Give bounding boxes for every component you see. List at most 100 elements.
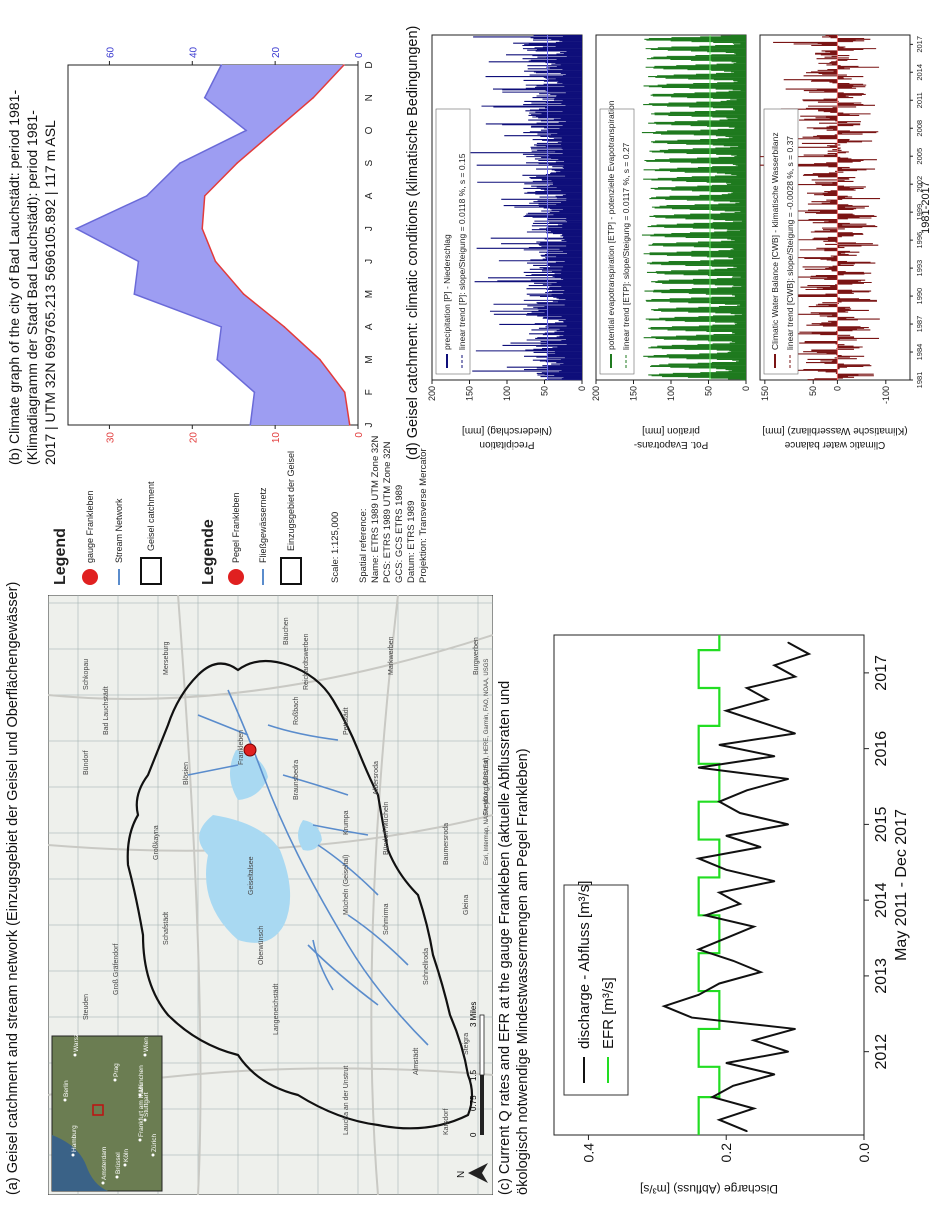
precipitation-point — [145, 195, 148, 197]
precipitation-point — [216, 358, 218, 361]
temperature-point — [214, 260, 217, 263]
month-label: M — [364, 355, 375, 363]
x-tick-label: 2005 — [915, 148, 924, 165]
y-axis-label: Discharge (Abfluss) [m³/s] — [640, 1182, 778, 1196]
inset-place-label: Hamburg — [71, 1125, 78, 1152]
discharge-legend — [563, 884, 629, 1096]
discharge-point — [718, 744, 721, 746]
caption-b-3: 2017 | UTM 32N 699765.213 5696105.892 | … — [42, 120, 58, 465]
discharge-point — [752, 1039, 755, 1042]
discharge-point — [787, 1050, 790, 1053]
x-tick-label: 2015 — [873, 806, 890, 842]
y-axis-label: Precipitation — [479, 439, 534, 450]
discharge-point — [697, 766, 700, 769]
legend-gauge-de-label: Pegel Frankleben — [231, 492, 241, 563]
discharge-point — [732, 959, 734, 962]
catchment-map: Hamburg Berlin Amsterdam Köln Frankfurt am M… — [48, 595, 493, 1195]
place-label: Laucha an der Unstrut — [343, 1066, 350, 1135]
place-label: Reichardtswerben — [303, 633, 310, 690]
place-label: Karsdorf — [443, 1108, 450, 1135]
discharge-point — [759, 846, 762, 848]
y-tick-label: 0.4 — [580, 1143, 596, 1163]
y-tick-label: 100 — [666, 386, 676, 401]
place-label: Geiseltalsee — [248, 856, 255, 895]
x-axis-label: 1981-2017 — [920, 181, 932, 234]
temperature-point — [348, 424, 351, 426]
discharge-point — [697, 948, 700, 951]
place-label: Bündorf-Mücheln — [383, 802, 390, 855]
lake-small — [298, 820, 322, 851]
y-tick-label: 0.2 — [718, 1143, 734, 1163]
y-tick-label: 150 — [760, 386, 770, 401]
discharge-point — [752, 1107, 755, 1110]
temperature-point — [343, 64, 345, 66]
map-grid — [48, 595, 493, 1195]
y-tick-label: 200 — [427, 386, 437, 401]
month-label: N — [364, 94, 375, 101]
place-label: Oberwünsch — [258, 926, 265, 965]
left-tick-label: 0 — [354, 432, 365, 438]
precipitation-point — [133, 293, 136, 295]
y-tick-label: 50 — [808, 386, 818, 396]
x-tick-label: 1981 — [915, 372, 924, 389]
subplot-legend — [435, 108, 471, 375]
discharge-point — [746, 789, 748, 792]
legend-series-label: precipitation [P] - Niederschlag — [442, 234, 452, 350]
y-axis-label: piration [mm] — [642, 425, 700, 436]
place-label: Albersroda — [373, 761, 380, 795]
y-tick-label: -100 — [881, 386, 891, 404]
legend-discharge-label: discharge - Abfluss [m³/s] — [576, 881, 593, 1049]
place-label: Baumersroda — [443, 823, 450, 865]
scalebar-0: 0 — [469, 1132, 478, 1137]
legend-catchment-en: Geisel catchment — [140, 481, 162, 585]
month-label: J — [364, 423, 375, 428]
discharge-point — [794, 675, 796, 678]
discharge-point — [746, 1130, 748, 1133]
catchment-boundary — [126, 659, 474, 1130]
precipitation-point — [220, 64, 223, 66]
caption-b-2: (Klimadiagramm der Stadt Bad Lauchstädt)… — [24, 110, 40, 465]
legend-efr-label: EFR [m³/s] — [600, 977, 617, 1049]
y-tick-label: 50 — [540, 386, 550, 396]
discharge-chart: 0.0 0.2 0.4 2012 2013 2014 2015 2016 2017 May 201… — [553, 634, 910, 1196]
discharge-point — [787, 823, 790, 826]
place-label: Roßbach — [293, 696, 300, 725]
place-label: Schnellroda — [423, 948, 430, 985]
month-label: M — [364, 290, 375, 298]
y-tick-label: 0 — [832, 386, 842, 391]
left-tick-label: 10 — [271, 432, 282, 444]
discharge-point — [773, 880, 776, 883]
temperature-point — [242, 293, 245, 295]
inset-sea — [52, 1135, 108, 1191]
discharge-point — [711, 1096, 714, 1098]
place-label: Krumpa — [343, 810, 350, 835]
discharge-point — [718, 800, 721, 803]
place-label: Bad Lauchstädt — [103, 686, 110, 735]
catchment-swatch — [140, 557, 162, 585]
precipitation-point — [249, 424, 252, 426]
inset-place-label: Brüssel — [115, 1152, 122, 1174]
legend-stream-en: Stream Network — [114, 498, 124, 585]
climate-conditions-charts: 0 50 100 150 200 precipitation [P] - Niedersc… — [427, 34, 932, 450]
discharge-point — [739, 812, 741, 814]
place-label: Langeneichstädt — [273, 984, 280, 1035]
x-tick-label: 2012 — [873, 1034, 890, 1070]
lake-geiseltalsee — [199, 815, 291, 943]
discharge-plot-area — [553, 634, 865, 1136]
x-tick-label: 2008 — [915, 120, 924, 137]
discharge-point — [718, 1119, 721, 1121]
temperature-point — [343, 391, 346, 394]
legend-catchment-de: Einzugsgebiet der Geisel — [280, 451, 302, 585]
legend-gauge-en: gauge Frankleben — [82, 490, 98, 585]
inset-place-label: Stuttgart — [143, 1092, 150, 1117]
efr-series-line — [697, 635, 721, 1135]
y-tick-label: 50 — [704, 386, 714, 396]
map-attribution: Esri, Intermap, NASA, NGA, USGS, Esri, H… — [484, 659, 490, 865]
precipitation-point — [245, 129, 247, 132]
temperature-point — [201, 227, 204, 230]
y-tick-label: 150 — [465, 386, 475, 401]
temperature-point — [203, 195, 206, 197]
legend-series-label: Climatic Water Balance [CWB] - klimatisc… — [770, 132, 780, 350]
subplot-legend — [599, 108, 635, 375]
inset-place-label: Berlin — [63, 1080, 70, 1097]
